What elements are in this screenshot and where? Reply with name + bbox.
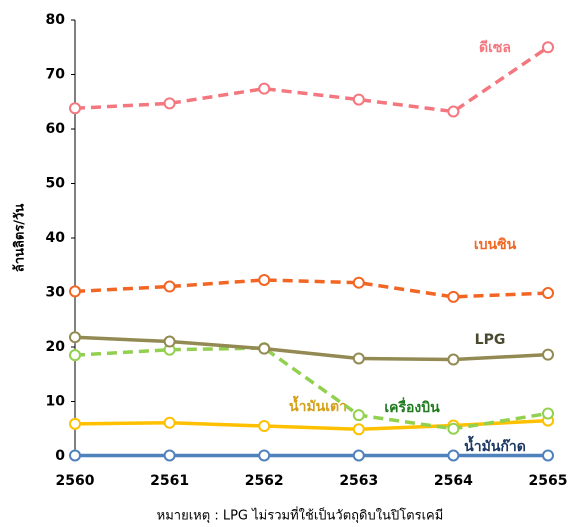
point [447,422,460,435]
point [542,41,554,54]
point [352,423,365,436]
point [163,416,176,429]
series-label: เบนซิน [474,237,517,253]
x-tick-label: 2561 [150,473,189,489]
x-tick-label: 2565 [529,473,568,489]
series-label: ดีเซล [479,40,511,56]
point [69,331,81,344]
point [352,409,365,422]
point [447,353,460,366]
point [69,285,81,298]
y-tick-label: 60 [46,121,66,137]
point [163,335,176,348]
point [542,407,554,420]
y-tick-label: 0 [55,448,65,464]
y-tick-label: 70 [46,67,66,83]
series-label: เครื่องบิน [384,397,440,416]
y-tick-label: 30 [46,285,66,301]
series-line [74,45,549,114]
y-tick-label: 40 [46,230,66,246]
point [447,290,460,303]
point [542,287,554,300]
x-tick-label: 2563 [339,473,378,489]
y-axis-label: ล้านลิตร/วัน [12,204,28,273]
point [352,93,365,106]
y-tick-label: 20 [46,339,66,355]
point [163,280,176,293]
y-tick-label: 10 [46,394,66,410]
point [258,449,271,462]
point [352,449,365,462]
footnote: หมายเหตุ : LPG ไม่รวมที่ใช้เป็นวัตถุดิบใ… [157,506,444,524]
point [352,352,365,365]
y-tick-label: 80 [46,12,66,28]
point [258,420,271,433]
series-label: LPG [475,332,506,348]
series-label: น้ำมันก๊าด [464,435,526,455]
point [352,276,365,289]
series-line [74,335,549,362]
point [69,449,81,462]
point [542,348,554,361]
point [69,102,81,115]
point [258,342,271,355]
x-tick-label: 2564 [434,473,473,489]
series-line [74,346,549,431]
point [447,105,460,118]
point [69,349,81,362]
series-line [74,278,549,299]
x-tick-label: 2562 [245,473,284,489]
point [163,449,176,462]
point [69,417,81,430]
y-tick-label: 50 [46,176,66,192]
point [258,82,271,95]
series-label: น้ำมันเตา [289,395,347,415]
point [258,273,271,286]
x-tick-label: 2560 [56,473,95,489]
point [163,97,176,110]
point [447,449,460,462]
point [542,449,554,462]
